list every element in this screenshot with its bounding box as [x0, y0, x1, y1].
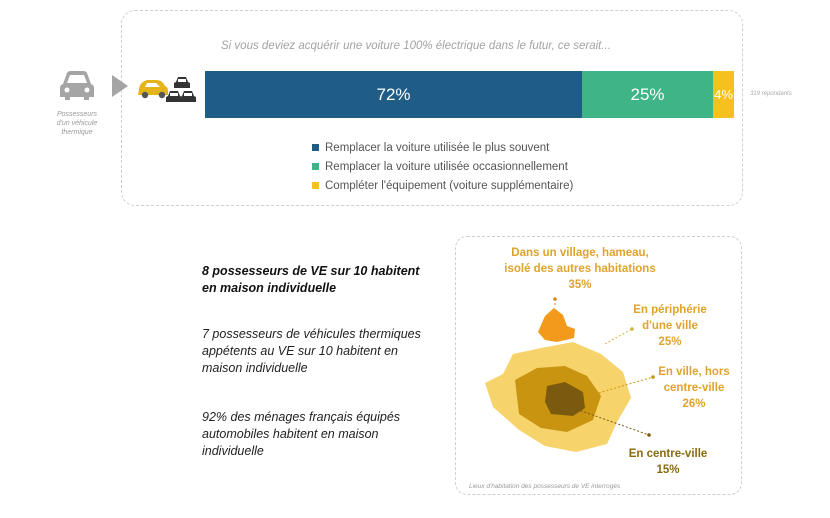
bar-value-label: 72% [376, 84, 411, 104]
legend-swatch [312, 144, 319, 151]
legend-item-1: Remplacer la voiture utilisée le plus so… [312, 138, 573, 157]
electric-car-icon [138, 80, 168, 99]
respondents-count: 319 répondants [750, 91, 792, 97]
arrow-icon [112, 75, 128, 97]
zone-label-city: En ville, hors centre-ville 26% [649, 364, 739, 412]
leader-periphery [604, 328, 633, 345]
legend-label: Remplacer la voiture utilisée occasionne… [325, 160, 568, 173]
zone-periphery-pct: 25% [658, 336, 682, 348]
owner-caption: Possesseurs d'un véhicule thermique [56, 111, 98, 136]
legend-label: Remplacer la voiture utilisée le plus so… [325, 141, 550, 154]
stat-thermal-owners: 7 possesseurs de véhicules thermiques ap… [202, 327, 421, 375]
legend-item-3: Compléter l'équipement (voiture suppléme… [312, 176, 573, 195]
bar-value-label: 25% [630, 84, 665, 104]
stat-ve-owners: 8 possesseurs de VE sur 10 habitent en m… [202, 264, 420, 295]
zone-centre-shape [545, 382, 585, 416]
zone-centre-line1: En centre-ville [628, 448, 708, 460]
bar-segment-1: 72% [205, 71, 582, 118]
zone-centre-pct: 15% [656, 464, 680, 476]
survey-panel [121, 10, 743, 206]
car-icon [60, 71, 94, 100]
zone-city-line2: centre-ville [663, 382, 725, 394]
zone-village-line1: Dans un village, hameau, [511, 247, 649, 259]
leader-centre [572, 407, 650, 436]
survey-question: Si vous deviez acquérir une voiture 100%… [221, 40, 611, 52]
housing-zones-map [485, 297, 655, 452]
zone-label-village: Dans un village, hameau, isolé des autre… [495, 245, 665, 293]
zone-village-shape [538, 308, 575, 342]
stat-french-households: 92% des ménages français équipés automob… [202, 410, 401, 458]
bar-segment-3: 4% [713, 71, 734, 118]
legend-item-2: Remplacer la voiture utilisée occasionne… [312, 157, 573, 176]
stacked-bar: 72% 25% 4% [205, 71, 734, 118]
zone-label-centre: En centre-ville 15% [618, 446, 718, 478]
legend-swatch [312, 182, 319, 189]
zone-label-periphery: En périphérie d'une ville 25% [620, 302, 720, 350]
zone-city-pct: 26% [682, 398, 706, 410]
chart-legend: Remplacer la voiture utilisée le plus so… [312, 138, 573, 195]
bar-value-label: 4% [714, 87, 733, 102]
housing-map-panel [455, 236, 742, 495]
zone-periphery-line1: En périphérie [633, 304, 707, 316]
zone-village-line2: isolé des autres habitations [504, 263, 656, 275]
map-caption: Lieux d'habitation des possesseurs de VE… [469, 483, 621, 490]
zone-city-line1: En ville, hors [658, 366, 730, 378]
legend-swatch [312, 163, 319, 170]
zone-village-pct: 35% [568, 279, 592, 291]
zone-periphery-line2: d'une ville [642, 320, 698, 332]
cars-icon [166, 77, 196, 102]
bar-segment-2: 25% [582, 71, 713, 118]
legend-label: Compléter l'équipement (voiture suppléme… [325, 179, 574, 192]
